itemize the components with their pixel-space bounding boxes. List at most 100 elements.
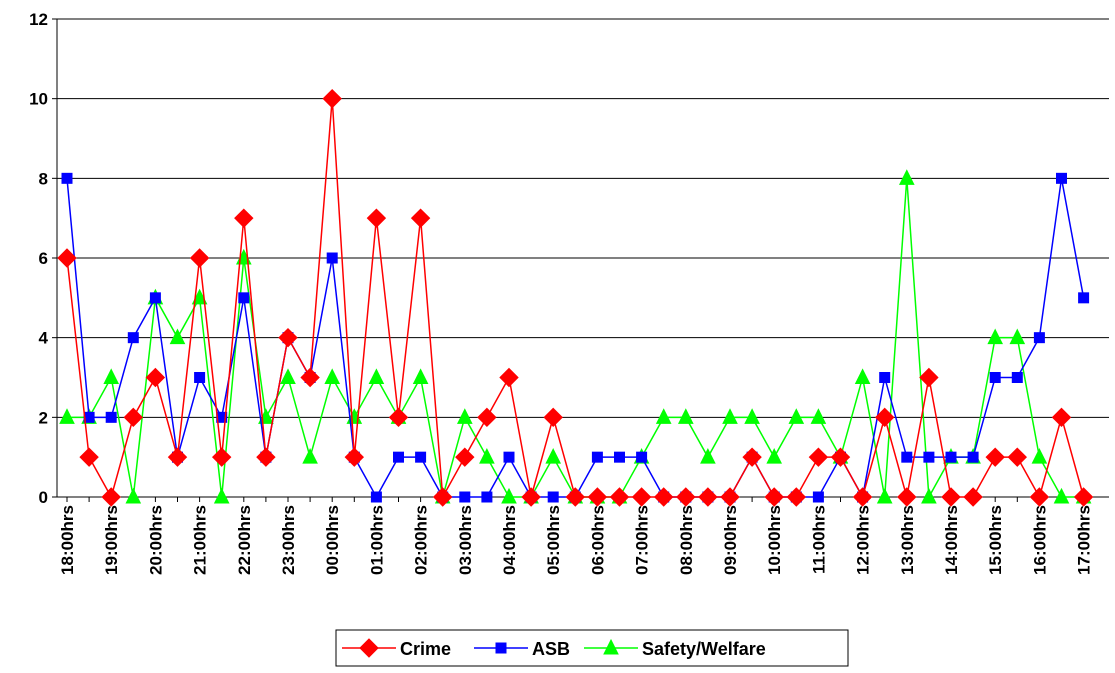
data-point-crime	[499, 367, 519, 388]
data-point-asb	[1078, 292, 1090, 304]
y-tick-label: 12	[29, 10, 48, 29]
data-point-crime	[57, 248, 77, 268]
data-point-safety-welfare	[788, 408, 805, 424]
x-tick-label: 07:00hrs	[633, 505, 652, 575]
y-tick-label: 8	[39, 169, 48, 188]
data-point-safety-welfare	[677, 408, 694, 424]
legend-item-asb: ASB	[474, 639, 570, 659]
data-point-crime	[1029, 487, 1050, 507]
data-point-safety-welfare	[302, 448, 318, 464]
data-point-safety-welfare	[280, 368, 296, 384]
data-point-safety-welfare	[479, 448, 495, 464]
data-point-asb	[238, 292, 250, 304]
data-point-asb	[481, 491, 493, 503]
x-tick-label: 05:00hrs	[544, 505, 563, 575]
data-point-crime	[234, 208, 254, 228]
data-point-safety-welfare	[700, 448, 716, 464]
data-point-crime	[388, 407, 409, 428]
x-tick-label: 15:00hrs	[986, 505, 1005, 575]
data-point-crime	[587, 487, 608, 507]
data-point-asb	[370, 491, 382, 503]
data-point-crime	[808, 447, 829, 467]
data-point-asb	[945, 451, 957, 463]
data-point-safety-welfare	[810, 408, 827, 424]
data-point-crime	[300, 367, 320, 388]
x-axis: 18:00hrs 19:00hrs 20:00hrs 21:00hrs 22:00hrs…	[57, 496, 1109, 575]
data-point-crime	[698, 487, 718, 507]
x-tick-label: 03:00hrs	[456, 505, 475, 575]
x-tick-label: 23:00hrs	[279, 505, 298, 575]
data-point-crime	[720, 487, 740, 507]
data-point-safety-welfare	[722, 408, 738, 424]
data-point-asb	[503, 451, 515, 463]
data-point-safety-welfare	[368, 368, 385, 384]
y-axis: 0 2 4 6 8 10 12	[29, 10, 58, 507]
data-point-asb	[415, 451, 427, 463]
x-tick-label: 08:00hrs	[677, 505, 696, 575]
x-tick-label: 13:00hrs	[898, 505, 917, 575]
legend-item-safety-welfare: Safety/Welfare	[584, 638, 766, 659]
data-point-safety-welfare	[125, 487, 142, 504]
legend-swatch-marker	[603, 638, 619, 655]
data-point-asb	[967, 451, 979, 463]
data-point-crime	[432, 487, 453, 507]
data-point-crime	[676, 487, 696, 507]
data-point-crime	[985, 447, 1005, 467]
data-point-crime	[101, 487, 121, 507]
legend-swatch-marker	[495, 642, 507, 654]
data-point-crime	[521, 487, 541, 507]
data-point-safety-welfare	[169, 328, 186, 345]
data-point-crime	[410, 208, 431, 228]
series-crime	[57, 88, 1094, 507]
y-tick-label: 10	[29, 90, 48, 109]
x-tick-label: 21:00hrs	[191, 505, 210, 575]
data-point-asb	[61, 172, 73, 184]
data-point-crime	[366, 208, 387, 228]
data-point-crime	[344, 447, 365, 467]
data-point-crime	[1051, 407, 1072, 428]
data-point-safety-welfare	[987, 328, 1004, 345]
y-tick-label: 0	[39, 488, 48, 507]
data-point-asb	[149, 292, 161, 304]
data-point-safety-welfare	[854, 368, 871, 384]
data-point-asb	[393, 451, 404, 463]
data-point-crime	[653, 487, 674, 507]
data-point-asb	[1056, 172, 1067, 184]
data-point-safety-welfare	[1031, 448, 1048, 464]
x-tick-label: 00:00hrs	[323, 505, 342, 575]
data-point-crime	[145, 367, 166, 388]
data-point-crime	[919, 367, 939, 388]
data-point-safety-welfare	[1053, 487, 1070, 504]
data-point-safety-welfare	[412, 368, 429, 384]
x-tick-label: 18:00hrs	[58, 505, 77, 575]
data-point-safety-welfare	[501, 487, 517, 504]
x-tick-label: 02:00hrs	[412, 505, 431, 575]
data-point-crime	[455, 447, 475, 467]
data-point-crime	[631, 487, 652, 507]
data-point-crime	[565, 487, 586, 507]
data-point-asb	[1011, 372, 1023, 383]
y-tick-label: 2	[39, 408, 48, 427]
series-layer	[57, 88, 1094, 507]
data-point-asb	[194, 372, 206, 383]
data-point-crime	[322, 88, 342, 109]
legend-label-crime: Crime	[400, 639, 451, 659]
data-point-asb	[1033, 332, 1045, 344]
legend-label-asb: ASB	[532, 639, 570, 659]
x-tick-label: 19:00hrs	[102, 505, 121, 575]
data-point-crime	[79, 447, 99, 467]
data-point-asb	[127, 332, 139, 344]
data-point-crime	[256, 447, 276, 467]
data-point-crime	[941, 487, 961, 507]
x-tick-label: 10:00hrs	[765, 505, 784, 575]
data-point-crime	[874, 407, 895, 428]
data-point-safety-welfare	[898, 169, 915, 185]
data-point-safety-welfare	[921, 487, 937, 504]
x-tick-label: 22:00hrs	[235, 505, 254, 575]
x-tick-label: 06:00hrs	[588, 505, 607, 575]
data-point-asb	[812, 491, 824, 503]
data-point-asb	[591, 451, 603, 463]
data-point-crime	[963, 487, 983, 507]
